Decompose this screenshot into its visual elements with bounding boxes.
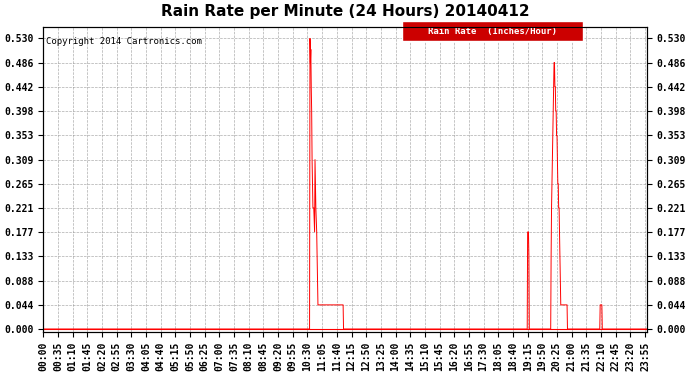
Title: Rain Rate per Minute (24 Hours) 20140412: Rain Rate per Minute (24 Hours) 20140412	[161, 4, 529, 19]
Text: Copyright 2014 Cartronics.com: Copyright 2014 Cartronics.com	[46, 37, 202, 46]
